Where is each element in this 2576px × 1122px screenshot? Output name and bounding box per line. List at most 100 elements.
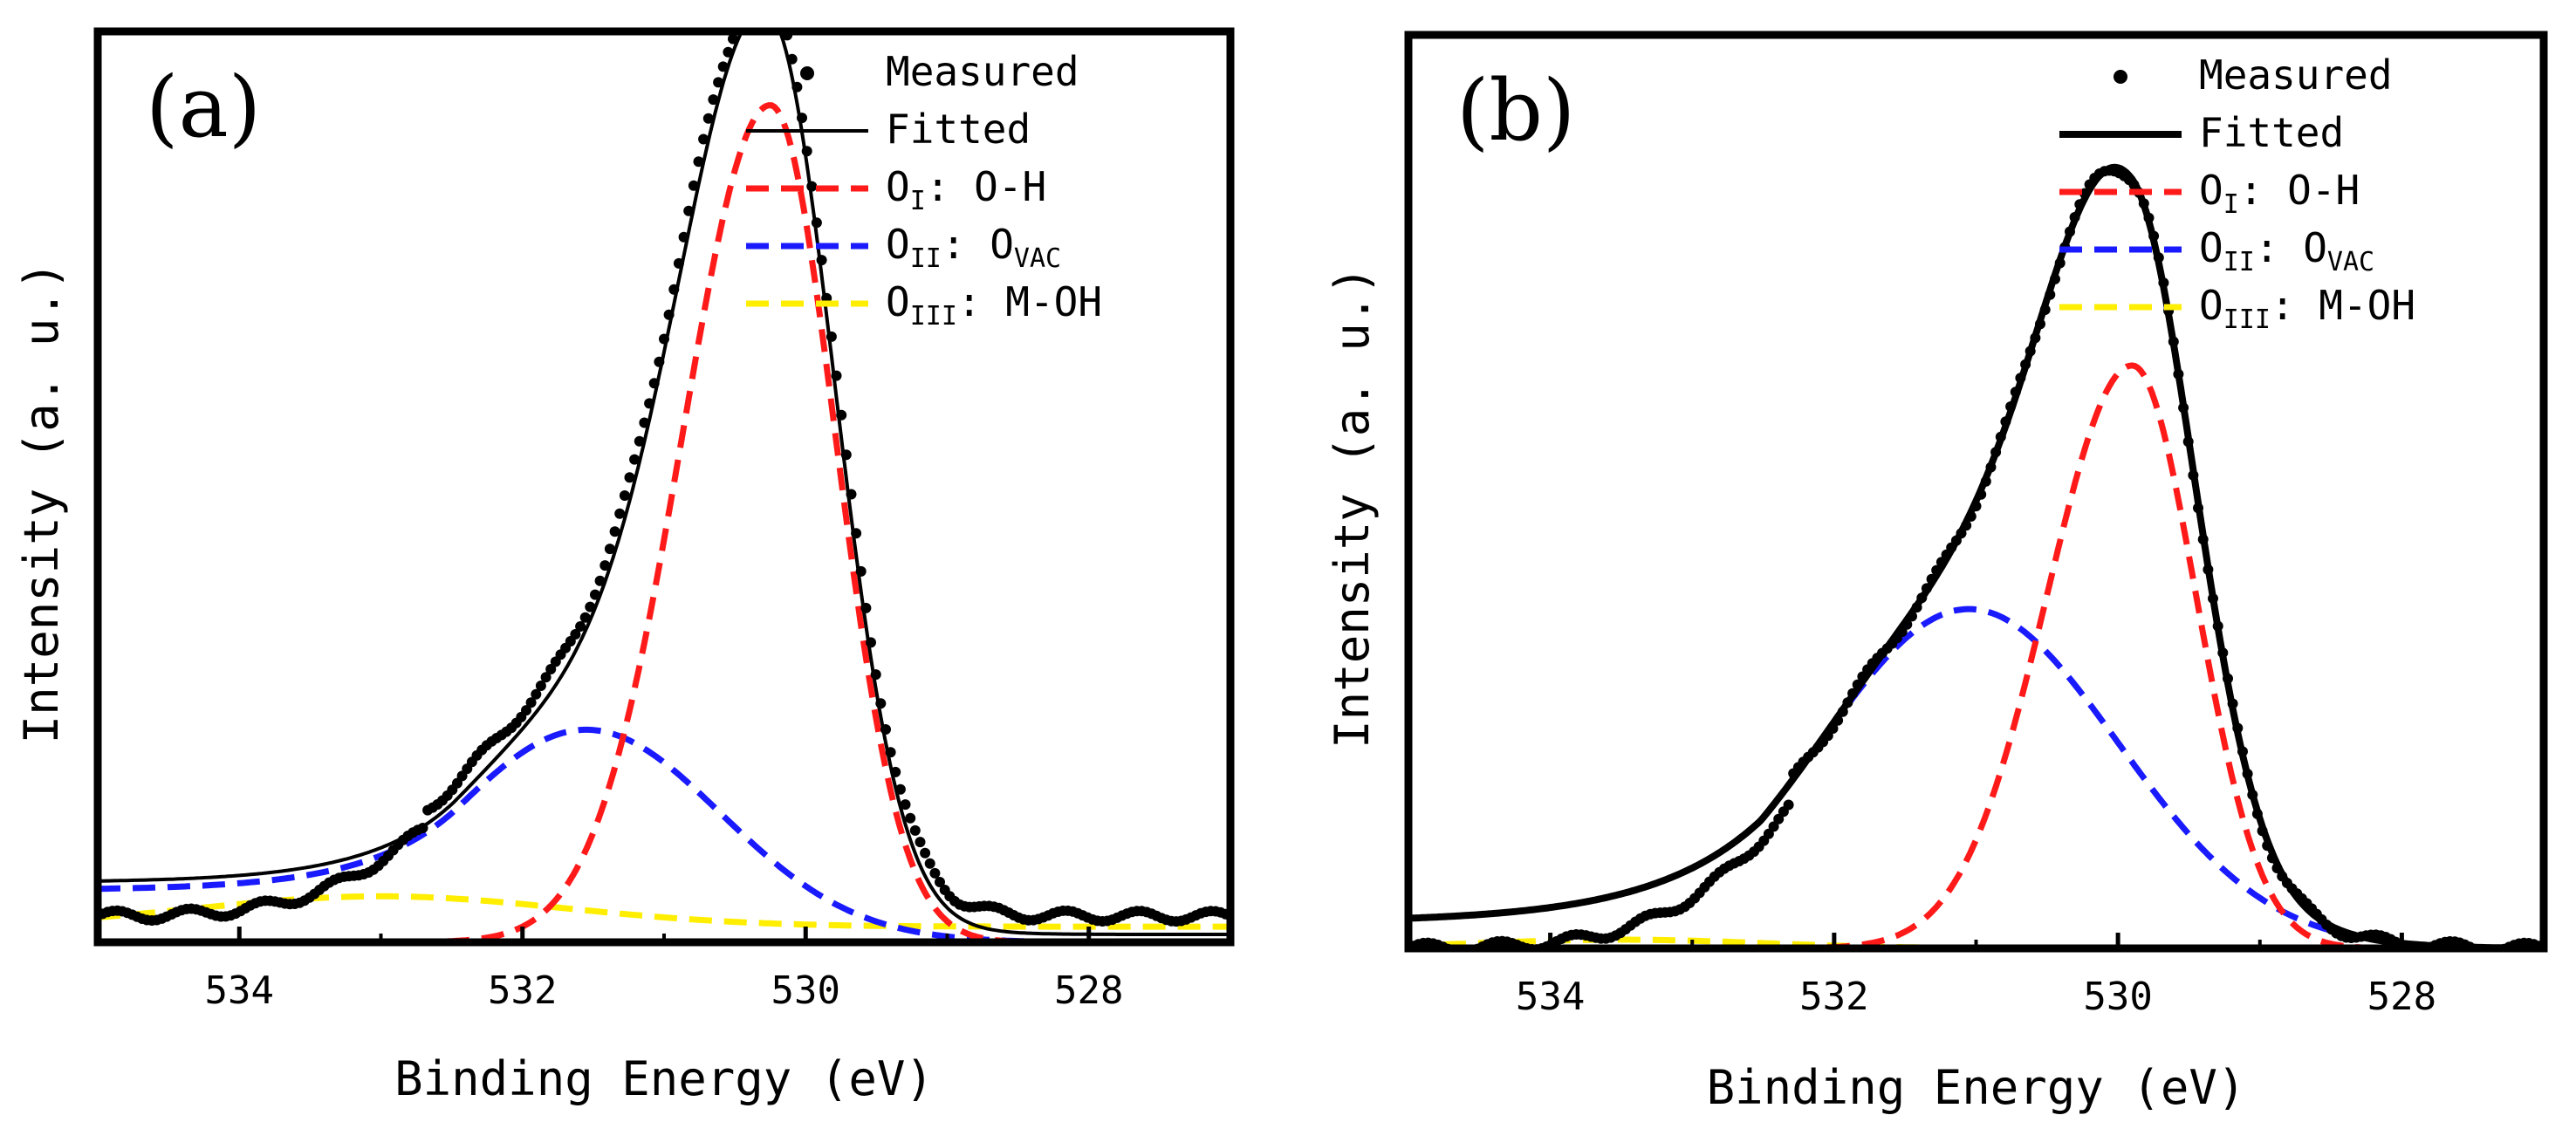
plot-area — [98, 1, 1230, 942]
measured-point — [2010, 387, 2021, 398]
measured-point — [816, 255, 827, 266]
measured-point — [2173, 368, 2184, 380]
measured-point — [1976, 489, 1987, 500]
measured-point — [1980, 475, 1991, 487]
measured-point — [920, 847, 931, 859]
legend-label-text: : O-H — [926, 163, 1046, 210]
measured-point — [2271, 863, 2283, 873]
legend-subscript: II — [2223, 247, 2255, 277]
measured-point — [2035, 318, 2045, 330]
series-o2-ovac — [1408, 605, 2544, 948]
measured-point — [777, 10, 787, 21]
measured-point — [880, 724, 891, 735]
measured-point — [1916, 592, 1928, 604]
measured-point — [594, 575, 606, 586]
measured-point — [860, 602, 872, 613]
measured-point — [708, 94, 719, 106]
measured-point — [801, 146, 812, 157]
legend-subscript: III — [2223, 304, 2271, 335]
measured-point — [417, 823, 428, 833]
measured-point — [935, 877, 945, 887]
measured-point — [737, 10, 748, 21]
legend-measured-label: Measured — [2199, 51, 2393, 99]
measured-point — [1773, 813, 1785, 824]
y-axis-title: Intensity (a. u.) — [14, 262, 69, 744]
legend-measured-marker — [2114, 70, 2127, 84]
legend-o2-label: OII: OVAC — [2199, 224, 2374, 277]
measured-point — [713, 77, 724, 88]
measured-point — [1990, 447, 2002, 458]
measured-point — [521, 705, 531, 716]
measured-point — [929, 867, 941, 879]
measured-point — [806, 181, 818, 192]
measured-point — [743, 1, 753, 11]
legend-o-symbol: O — [2199, 224, 2223, 271]
measured-point — [693, 156, 704, 168]
measured-point — [2168, 336, 2179, 347]
legend-label-text: : M-OH — [2271, 282, 2415, 329]
measured-point — [545, 664, 557, 674]
measured-point — [797, 113, 807, 124]
measured-point — [688, 180, 699, 191]
measured-point — [846, 489, 857, 500]
series-fitted — [98, 31, 1230, 936]
x-tick-label: 534 — [1516, 975, 1585, 1019]
panel-label: (a) — [146, 58, 261, 156]
measured-point — [2015, 373, 2026, 384]
measured-point — [2030, 332, 2041, 344]
measured-point — [2128, 179, 2140, 190]
x-axis-title: Binding Energy (eV) — [394, 1051, 934, 1106]
measured-point — [2223, 673, 2233, 684]
measured-point — [579, 612, 591, 623]
measured-point — [2024, 345, 2036, 357]
measured-point — [1852, 679, 1863, 690]
x-tick-label: 534 — [205, 968, 274, 1013]
measured-point — [2158, 277, 2169, 289]
measured-point — [634, 435, 645, 447]
measured-point — [624, 472, 635, 483]
measured-point — [1827, 723, 1839, 734]
measured-point — [570, 629, 581, 640]
measured-point — [2242, 769, 2253, 779]
measured-point — [2182, 436, 2194, 448]
measured-point — [870, 669, 881, 681]
measured-point — [2000, 416, 2011, 428]
legend-o-symbol: O — [2199, 282, 2223, 329]
series-measured — [98, 1, 1230, 927]
measured-point — [1985, 462, 1997, 473]
legend-fitted-label: Fitted — [886, 106, 1031, 153]
x-tick-label: 532 — [1799, 975, 1868, 1019]
measured-point — [2193, 503, 2203, 514]
measured-point — [905, 812, 916, 824]
measured-point — [2237, 746, 2248, 757]
measured-point — [2203, 564, 2214, 575]
measured-point — [890, 766, 901, 777]
measured-point — [909, 824, 921, 836]
measured-point — [826, 331, 837, 342]
measured-point — [2212, 620, 2223, 632]
measured-point — [604, 544, 615, 555]
measured-point — [2251, 808, 2263, 819]
chart-panel-b: 534 532 530 528 Binding Energy (eV) Intensity… — [1325, 31, 2548, 1115]
measured-point — [683, 205, 695, 216]
measured-point — [2188, 469, 2199, 481]
measured-point — [791, 81, 803, 92]
plot-frame — [93, 27, 1235, 947]
measured-point — [609, 526, 620, 537]
measured-point — [2039, 304, 2051, 315]
measured-point — [924, 858, 935, 869]
series-o1-o-h — [98, 102, 1230, 942]
legend-subscript-vac: VAC — [2327, 247, 2374, 277]
measured-point — [585, 601, 596, 612]
measured-point — [2178, 402, 2189, 414]
measured-point — [590, 589, 600, 600]
measured-point — [2045, 289, 2056, 300]
measured-point — [851, 528, 862, 539]
measured-point — [836, 409, 847, 421]
measured-point — [2262, 840, 2273, 852]
measured-point — [786, 53, 798, 65]
measured-point — [1961, 520, 1972, 531]
measured-point — [1935, 557, 1947, 568]
